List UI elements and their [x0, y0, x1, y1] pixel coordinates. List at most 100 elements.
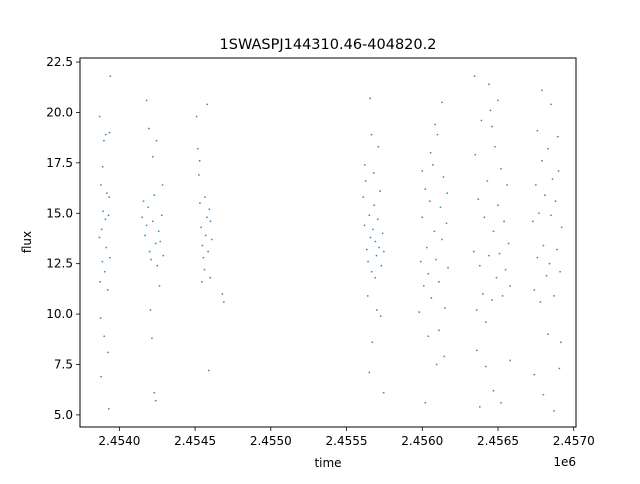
data-point — [428, 200, 431, 203]
data-point — [537, 212, 540, 215]
y-tick-label: 12.5 — [46, 257, 73, 271]
data-point — [105, 246, 108, 249]
data-point — [541, 159, 543, 162]
data-point — [474, 153, 477, 156]
data-point — [204, 196, 206, 199]
data-point — [541, 89, 543, 92]
data-point — [536, 129, 539, 132]
data-point — [491, 125, 493, 128]
data-point — [497, 204, 499, 207]
y-tick-label: 20.0 — [46, 105, 73, 119]
data-point — [371, 341, 374, 344]
data-point — [504, 268, 507, 271]
data-point — [102, 210, 105, 213]
y-tick-label: 7.5 — [54, 357, 73, 371]
data-point — [141, 216, 143, 219]
data-point — [204, 234, 207, 237]
data-point — [424, 401, 427, 404]
data-point — [151, 155, 154, 158]
x-tick-label: 2.4540 — [98, 434, 140, 448]
y-tick-label: 5.0 — [54, 408, 73, 422]
data-point — [553, 409, 555, 412]
data-point — [142, 200, 145, 203]
data-point — [379, 315, 382, 317]
data-point — [475, 349, 478, 352]
data-point — [556, 135, 559, 138]
data-point — [375, 254, 378, 257]
x-tick-label: 2.4560 — [401, 434, 443, 448]
data-point — [498, 252, 501, 255]
data-point — [104, 218, 107, 221]
data-point — [492, 230, 495, 233]
data-point — [98, 115, 101, 118]
data-point — [99, 317, 102, 320]
data-point — [148, 250, 151, 253]
data-point — [441, 238, 443, 241]
data-point — [162, 254, 165, 257]
data-point — [438, 280, 440, 283]
data-points — [98, 75, 563, 412]
data-point — [419, 260, 422, 263]
data-point — [444, 307, 446, 309]
data-point — [483, 216, 486, 219]
data-point — [374, 240, 377, 243]
data-point — [156, 264, 159, 267]
data-point — [380, 264, 383, 267]
data-point — [206, 103, 209, 106]
data-point — [495, 276, 498, 279]
data-point — [198, 159, 201, 162]
data-point — [431, 163, 434, 166]
data-point — [210, 238, 213, 241]
data-point — [151, 220, 154, 223]
x-tick-label: 2.4570 — [553, 434, 595, 448]
y-tick-label: 15.0 — [46, 206, 73, 220]
data-point — [155, 139, 158, 142]
data-point — [101, 165, 104, 168]
data-point — [106, 192, 108, 194]
data-point — [547, 147, 549, 150]
y-tick-label: 22.5 — [46, 55, 73, 69]
data-point — [148, 127, 150, 130]
data-point — [548, 262, 551, 265]
data-point — [473, 75, 476, 78]
y-axis-ticks: 5.0 7.5 10.0 12.5 15.0 17.5 20.0 22.5 — [46, 55, 80, 422]
data-point — [427, 272, 430, 275]
data-point — [531, 220, 534, 223]
data-point — [109, 256, 111, 259]
data-point — [369, 97, 371, 100]
data-point — [486, 180, 489, 182]
data-point — [421, 170, 424, 172]
data-point — [103, 139, 105, 142]
data-point — [373, 204, 376, 207]
data-point — [429, 151, 432, 154]
data-point — [472, 250, 475, 253]
data-point — [550, 214, 552, 217]
data-point — [418, 311, 421, 313]
data-point — [197, 174, 200, 176]
data-point — [98, 236, 101, 239]
data-point — [533, 288, 536, 291]
data-point — [551, 178, 554, 180]
data-point — [492, 389, 495, 392]
data-point — [161, 184, 164, 186]
data-point — [509, 284, 512, 287]
data-point — [558, 367, 561, 370]
data-point — [560, 226, 563, 229]
data-point — [497, 99, 499, 102]
data-point — [377, 145, 380, 148]
data-point — [435, 363, 438, 366]
data-point — [108, 131, 111, 134]
data-point — [484, 365, 487, 368]
data-point — [101, 260, 104, 263]
data-point — [494, 145, 496, 148]
data-point — [145, 99, 148, 102]
data-point — [443, 355, 446, 358]
data-point — [368, 214, 371, 217]
data-point — [544, 194, 546, 197]
data-point — [477, 198, 480, 201]
data-point — [202, 256, 205, 259]
data-point — [157, 230, 160, 233]
y-axis-label: flux — [20, 231, 34, 253]
data-point — [369, 236, 372, 239]
